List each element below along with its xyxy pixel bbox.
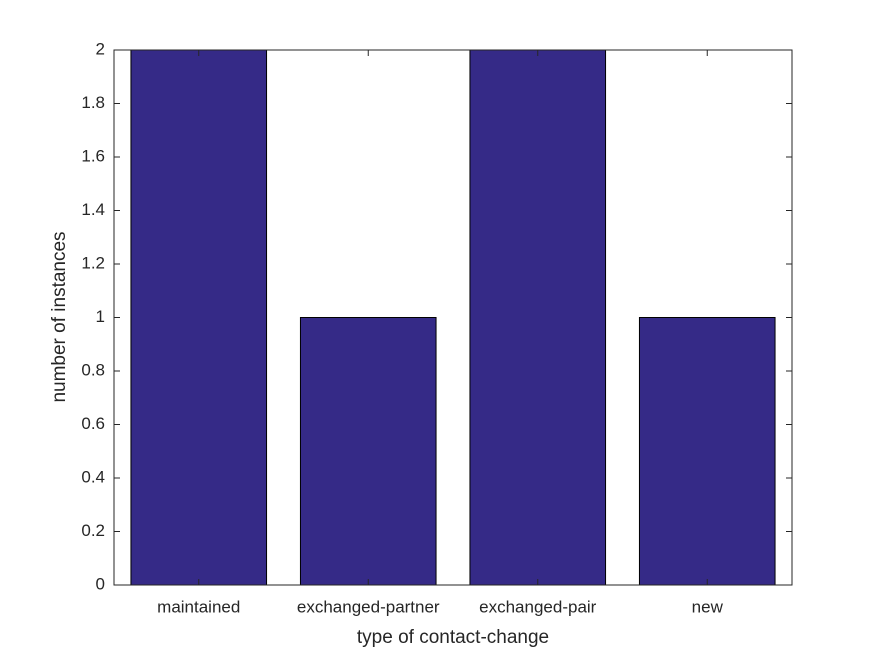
- x-tick-label: maintained: [157, 597, 240, 616]
- bar: [469, 49, 607, 586]
- y-tick-label: 0.4: [81, 467, 105, 486]
- x-axis-label: type of contact-change: [357, 627, 549, 648]
- y-tick-label: 1.6: [81, 146, 105, 165]
- y-tick-label: 0.8: [81, 360, 105, 379]
- y-tick-label: 2: [96, 39, 105, 58]
- y-tick-label: 1.4: [81, 200, 105, 219]
- y-tick-label: 0.6: [81, 414, 105, 433]
- y-tick-label: 1: [96, 307, 105, 326]
- x-tick-label: exchanged-partner: [297, 597, 440, 616]
- y-axis-label: number of instances: [49, 231, 70, 402]
- x-tick-label: new: [692, 597, 724, 616]
- y-tick-label: 1.8: [81, 93, 105, 112]
- y-tick-label: 0: [96, 574, 105, 593]
- y-tick-label: 1.2: [81, 253, 105, 272]
- bar: [638, 317, 776, 586]
- bar: [130, 49, 268, 586]
- bar: [299, 317, 437, 586]
- y-tick-label: 0.2: [81, 521, 105, 540]
- x-tick-label: exchanged-pair: [479, 597, 597, 616]
